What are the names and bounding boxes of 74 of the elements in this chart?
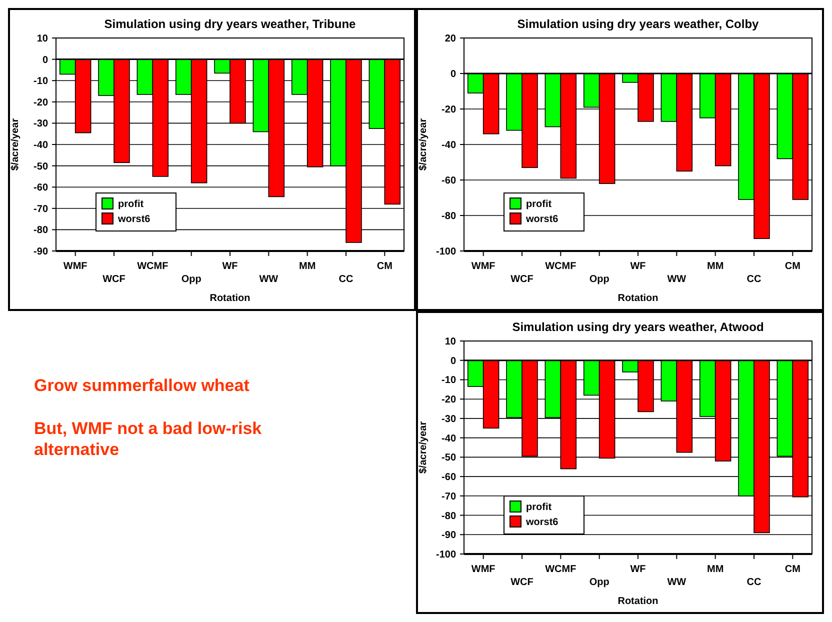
x-axis-title: Rotation <box>210 293 250 304</box>
x-tick-label: CM <box>784 261 800 272</box>
legend-label: worst6 <box>117 214 151 225</box>
x-tick-label: WMF <box>471 564 496 575</box>
y-tick-label: -60 <box>34 182 48 194</box>
x-tick-label: WCMF <box>545 261 576 272</box>
x-tick-label: Opp <box>181 274 202 285</box>
y-tick-label: 10 <box>444 336 456 348</box>
x-tick-label: CM <box>784 564 800 575</box>
x-tick-label: WCF <box>510 577 534 588</box>
y-tick-label: -80 <box>34 225 48 236</box>
x-tick-label: MM <box>706 564 724 575</box>
chart-title: Simulation using dry years weather, Colby <box>517 17 760 31</box>
y-tick-label: -100 <box>436 246 456 258</box>
x-tick-label: CC <box>746 274 762 285</box>
x-tick-label: WCMF <box>137 261 168 272</box>
x-tick-label: WF <box>630 261 646 272</box>
x-tick-label: CM <box>376 261 392 272</box>
y-tick-label: -30 <box>34 118 48 130</box>
legend-label: profit <box>526 199 552 210</box>
y-tick-label: 0 <box>450 356 456 367</box>
y-tick-label: -10 <box>34 76 48 88</box>
x-tick-label: WCF <box>102 274 126 285</box>
y-tick-label: -40 <box>442 140 456 151</box>
x-tick-label: WF <box>630 564 646 575</box>
y-tick-label: -10 <box>442 375 456 386</box>
x-tick-label: CC <box>338 274 354 285</box>
y-tick-label: 0 <box>450 69 456 80</box>
x-tick-label: WCF <box>510 274 534 285</box>
y-tick-label: -20 <box>442 394 456 406</box>
x-tick-label: WW <box>667 577 687 588</box>
x-tick-label: MM <box>298 261 316 272</box>
y-axis-title: $/acre/year <box>418 421 429 474</box>
x-tick-label: MM <box>706 261 724 272</box>
y-tick-label: -70 <box>442 491 456 502</box>
y-tick-label: -90 <box>34 246 48 258</box>
x-tick-label: WW <box>667 274 687 285</box>
chart-title: Simulation using dry years weather, Atwood <box>512 320 764 334</box>
x-tick-label: WMF <box>471 261 496 272</box>
legend-label: worst6 <box>525 214 559 225</box>
x-axis-title: Rotation <box>618 596 658 607</box>
x-tick-label: WCMF <box>545 564 576 575</box>
x-tick-label: WF <box>222 261 238 272</box>
chart-title: Simulation using dry years weather, Tribune <box>104 17 356 31</box>
x-tick-label: WMF <box>63 261 88 272</box>
y-axis-title: $/acre/year <box>10 118 21 171</box>
text: Grow summerfallow wheat <box>34 376 250 395</box>
y-tick-label: -80 <box>442 211 456 222</box>
y-tick-label: -50 <box>34 161 48 172</box>
y-tick-label: -40 <box>442 433 456 444</box>
y-tick-label: -40 <box>34 140 48 151</box>
legend-label: profit <box>118 199 144 210</box>
y-tick-label: -70 <box>34 204 48 215</box>
y-tick-label: -20 <box>442 104 456 116</box>
y-axis-title: $/acre/year <box>418 118 429 171</box>
y-tick-label: 0 <box>42 54 48 66</box>
text: But, WMF not a bad low-risk alternative <box>34 419 262 459</box>
y-tick-label: -100 <box>436 550 456 560</box>
y-tick-label: -80 <box>442 510 456 522</box>
y-tick-label: -60 <box>442 176 456 186</box>
x-tick-label: Opp <box>589 274 610 285</box>
legend-label: worst6 <box>525 517 559 528</box>
y-tick-label: -30 <box>442 414 456 425</box>
y-tick-label: -90 <box>442 530 456 542</box>
x-tick-label: Opp <box>589 577 610 588</box>
y-tick-label: -60 <box>442 472 456 484</box>
y-tick-label: -50 <box>442 452 456 464</box>
y-tick-label: 20 <box>444 34 456 44</box>
legend-label: profit <box>526 502 552 513</box>
y-tick-label: 10 <box>36 34 48 44</box>
x-tick-label: CC <box>746 577 762 588</box>
x-tick-label: WW <box>259 274 279 285</box>
y-tick-label: -20 <box>34 97 48 108</box>
x-axis-title: Rotation <box>618 293 658 304</box>
